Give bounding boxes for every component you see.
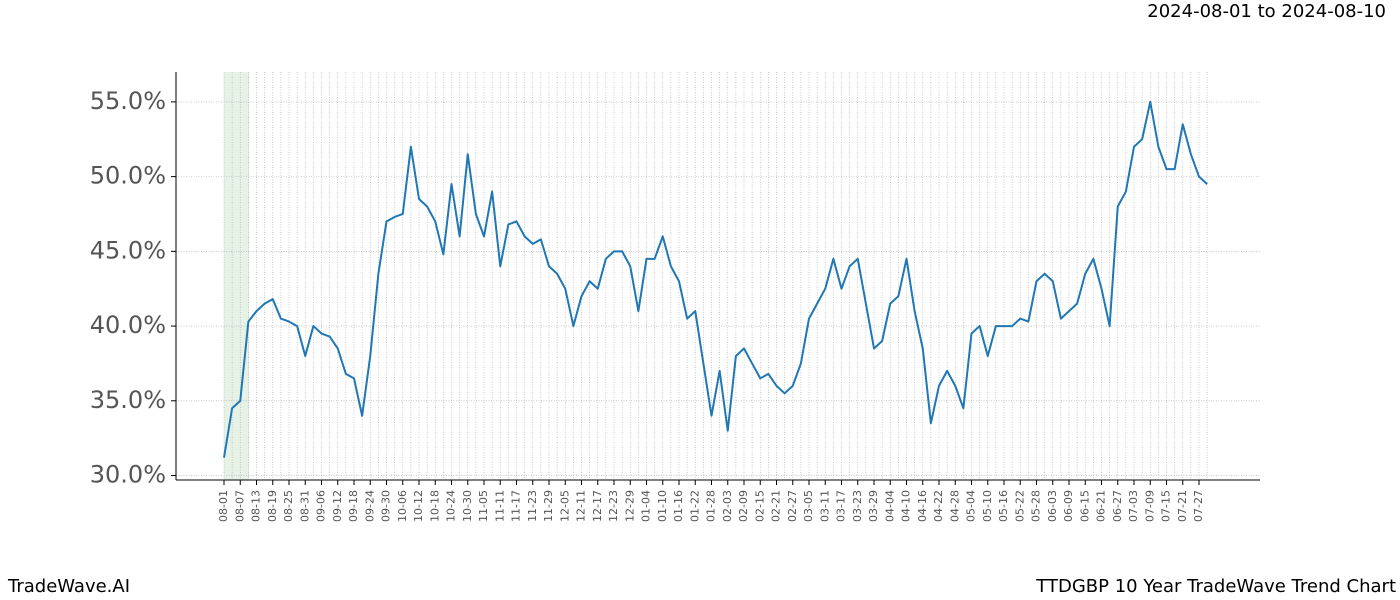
x-tick-label: 02-15 <box>753 490 766 522</box>
y-tick-label: 50.0% <box>90 162 166 190</box>
x-tick-label: 10-18 <box>428 490 441 522</box>
x-tick-label: 12-23 <box>607 490 620 522</box>
x-tick-label: 11-29 <box>542 490 555 522</box>
x-tick-label: 01-22 <box>688 490 701 522</box>
y-tick-label: 30.0% <box>90 461 166 489</box>
x-tick-label: 12-17 <box>591 490 604 522</box>
x-tick-label: 04-10 <box>900 490 913 522</box>
trend-line <box>223 100 1208 458</box>
x-tick-label: 03-11 <box>818 490 831 522</box>
x-tick-label: 07-03 <box>1127 490 1140 522</box>
x-tick-label: 04-22 <box>932 490 945 522</box>
x-tick-label: 04-28 <box>948 490 961 522</box>
x-tick-label: 02-27 <box>786 490 799 522</box>
x-tick-label: 12-29 <box>623 490 636 522</box>
x-tick-label: 09-30 <box>380 490 393 522</box>
x-tick-label: 02-21 <box>770 490 783 522</box>
x-tick-label: 05-22 <box>1013 490 1026 522</box>
x-tick-label: 10-12 <box>412 490 425 522</box>
x-tick-label: 06-03 <box>1046 490 1059 522</box>
x-tick-label: 08-01 <box>217 490 230 522</box>
x-tick-label: 03-17 <box>835 490 848 522</box>
x-tick-label: 08-07 <box>233 490 246 522</box>
x-tick-label: 01-04 <box>640 490 653 522</box>
x-tick-label: 01-10 <box>656 490 669 522</box>
x-tick-label: 12-11 <box>575 490 588 522</box>
x-tick-label: 09-12 <box>331 490 344 522</box>
x-tick-label: 12-05 <box>558 490 571 522</box>
x-tick-label: 06-09 <box>1062 490 1075 522</box>
x-tick-label: 07-15 <box>1160 490 1173 522</box>
x-tick-label: 01-28 <box>705 490 718 522</box>
x-tick-label: 09-24 <box>363 490 376 522</box>
x-tick-label: 03-23 <box>851 490 864 522</box>
x-tick-label: 08-19 <box>266 490 279 522</box>
x-tick-label: 07-27 <box>1192 490 1205 522</box>
x-tick-label: 05-10 <box>981 490 994 522</box>
date-range: 2024-08-01 to 2024-08-10 <box>1147 1 1386 22</box>
y-tick-label: 40.0% <box>90 311 166 339</box>
brand: TradeWave.AI <box>7 576 130 597</box>
x-tick-label: 11-05 <box>477 490 490 522</box>
x-tick-label: 06-27 <box>1111 490 1124 522</box>
x-tick-label: 04-04 <box>883 490 896 522</box>
y-tick-label: 45.0% <box>90 236 166 264</box>
x-tick-label: 10-24 <box>445 490 458 522</box>
y-tick-label: 35.0% <box>90 386 166 414</box>
x-tick-label: 06-21 <box>1095 490 1108 522</box>
x-tick-label: 06-15 <box>1078 490 1091 522</box>
y-tick-label: 55.0% <box>90 87 166 115</box>
x-tick-label: 08-31 <box>298 490 311 522</box>
x-tick-label: 05-28 <box>1030 490 1043 522</box>
x-tick-label: 11-11 <box>493 490 506 522</box>
x-tick-label: 08-13 <box>250 490 263 522</box>
x-tick-label: 11-23 <box>526 490 539 522</box>
x-tick-label: 10-06 <box>396 490 409 522</box>
x-tick-label: 03-05 <box>802 490 815 522</box>
x-tick-label: 03-29 <box>867 490 880 522</box>
x-tick-label: 07-21 <box>1176 490 1189 522</box>
x-tick-label: 10-30 <box>461 490 474 522</box>
x-tick-label: 05-16 <box>997 490 1010 522</box>
x-tick-label: 08-25 <box>282 490 295 522</box>
x-tick-label: 07-09 <box>1143 490 1156 522</box>
x-tick-label: 04-16 <box>916 490 929 522</box>
highlight-span <box>224 72 249 480</box>
chart-caption: TTDGBP 10 Year TradeWave Trend Chart <box>1035 576 1396 597</box>
x-tick-label: 09-06 <box>315 490 328 522</box>
x-tick-label: 05-04 <box>965 490 978 522</box>
x-tick-label: 01-16 <box>672 490 685 522</box>
x-tick-label: 11-17 <box>510 490 523 522</box>
x-tick-label: 02-09 <box>737 490 750 522</box>
x-tick-label: 02-03 <box>721 490 734 522</box>
x-tick-label: 09-18 <box>347 490 360 522</box>
